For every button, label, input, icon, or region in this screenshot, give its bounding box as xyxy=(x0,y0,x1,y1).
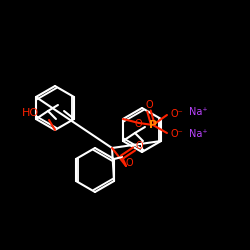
Text: O⁻: O⁻ xyxy=(171,129,184,139)
Text: O: O xyxy=(135,141,143,151)
Text: O: O xyxy=(134,119,142,129)
Text: O⁻: O⁻ xyxy=(171,109,184,119)
Text: HO: HO xyxy=(22,108,39,118)
Text: O: O xyxy=(125,158,133,168)
Text: O: O xyxy=(145,100,153,110)
Text: P: P xyxy=(149,120,157,130)
Text: Na⁺: Na⁺ xyxy=(189,107,208,117)
Text: Na⁺: Na⁺ xyxy=(189,129,208,139)
